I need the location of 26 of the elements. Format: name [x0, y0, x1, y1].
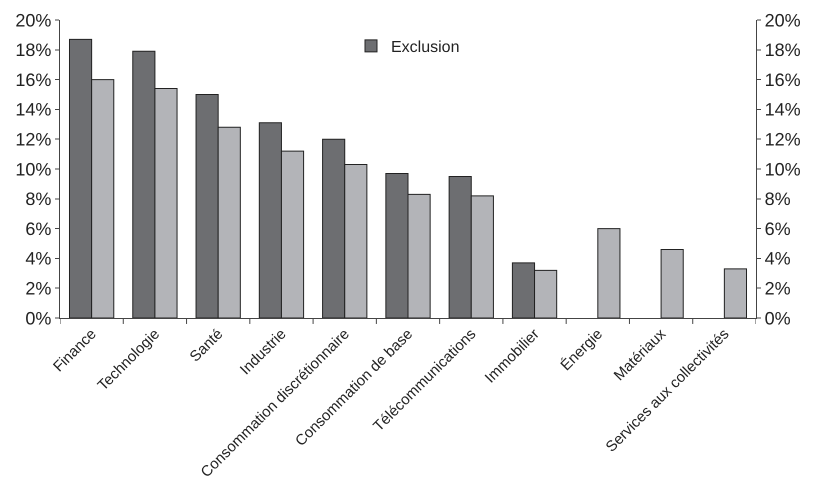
y-tick-label: 14% [15, 100, 52, 120]
y2-tick-label: 12% [764, 130, 801, 150]
bar [724, 268, 748, 318]
y-tick-label: 18% [15, 40, 52, 60]
y-tick-label: 6% [25, 218, 52, 239]
y2-tick-label: 0% [764, 308, 791, 328]
y2-tick-label: 14% [764, 100, 801, 120]
y2-tick-label: 16% [764, 70, 801, 90]
y-tick-label: 16% [15, 70, 52, 90]
bar [660, 248, 684, 318]
y2-tick-label: 18% [764, 40, 801, 60]
bar [597, 228, 620, 318]
y2-tick-label: 8% [764, 189, 791, 210]
y2-tick-label: 6% [764, 218, 791, 239]
y-tick-label: 12% [15, 130, 52, 150]
legend-label: Exclusion [391, 39, 460, 56]
y2-tick-label: 2% [764, 278, 791, 298]
y-tick-label: 2% [25, 278, 52, 298]
y-tick-label: 0% [25, 308, 52, 328]
y-tick-label: 10% [15, 159, 52, 180]
y-tick-label: 20% [15, 10, 52, 30]
y2-tick-label: 20% [764, 10, 801, 30]
y2-tick-label: 10% [764, 159, 801, 180]
y2-tick-label: 4% [764, 248, 791, 269]
y-tick-label: 4% [25, 248, 52, 269]
y-tick-label: 8% [25, 189, 52, 210]
